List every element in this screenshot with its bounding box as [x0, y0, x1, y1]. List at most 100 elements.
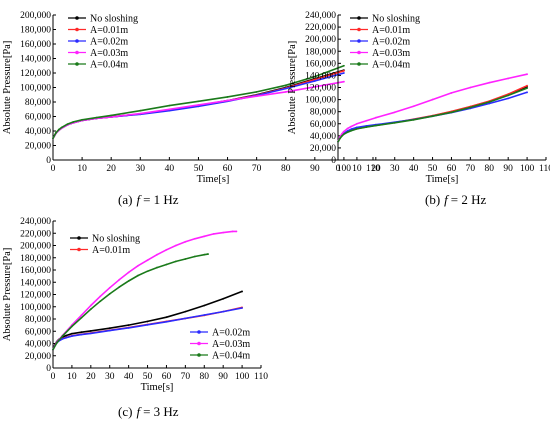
- y-tick-label: 160,000: [20, 266, 51, 276]
- data-point: [231, 230, 234, 233]
- data-point: [374, 116, 377, 119]
- legend-label: A=0.02m: [212, 328, 250, 339]
- caption-letter: (c): [118, 404, 132, 419]
- data-point: [469, 86, 472, 89]
- data-point: [255, 90, 258, 93]
- legend-marker: [197, 353, 201, 357]
- data-point: [110, 115, 113, 118]
- legend-marker: [357, 27, 361, 32]
- x-tick-label: 110: [539, 164, 550, 174]
- data-point: [338, 137, 341, 140]
- legend-label: No sloshing: [90, 14, 138, 25]
- y-tick-label: 100,000: [305, 96, 336, 106]
- data-point: [81, 118, 83, 121]
- caption-letter: (b): [425, 192, 440, 207]
- data-point: [356, 126, 358, 129]
- data-point: [450, 92, 453, 94]
- y-tick-label: 80,000: [25, 98, 51, 108]
- legend-label: No sloshing: [92, 234, 140, 245]
- data-point: [342, 130, 345, 133]
- data-point: [203, 314, 206, 316]
- y-tick-label: 240,000: [20, 217, 51, 227]
- data-point: [65, 336, 68, 339]
- panel-caption: (b) f = 2 Hz: [425, 192, 487, 207]
- data-point: [207, 253, 209, 255]
- x-tick-label: 30: [105, 372, 115, 382]
- data-point: [412, 105, 415, 108]
- x-tick-label: 70: [252, 164, 262, 174]
- data-point: [146, 320, 149, 323]
- series-line-3: [52, 80, 345, 139]
- y-tick-label: 60,000: [25, 327, 51, 337]
- caption-letter: (a): [118, 192, 132, 207]
- y-tick-label: 100,000: [20, 84, 51, 94]
- legend-marker: [357, 62, 361, 66]
- data-point: [343, 69, 345, 72]
- data-point: [241, 307, 243, 309]
- y-tick-label: 180,000: [20, 26, 51, 36]
- x-tick-label: 40: [124, 372, 134, 382]
- data-point: [222, 297, 225, 300]
- legend-marker: [77, 236, 81, 240]
- data-point: [118, 286, 121, 289]
- y-axis-label: Absolute Pressure[Pa]: [2, 41, 13, 135]
- x-tick-label: 40: [165, 164, 175, 174]
- caption-variable: f: [136, 404, 142, 419]
- legend-label: A=0.01m: [372, 25, 410, 36]
- x-tick-label: 0: [336, 164, 341, 174]
- legend-label: A=0.04m: [212, 351, 250, 362]
- y-tick-label: 40,000: [25, 340, 51, 350]
- data-point: [507, 94, 510, 97]
- data-point: [127, 271, 130, 274]
- data-point: [284, 87, 287, 90]
- data-point: [203, 253, 206, 256]
- data-point: [356, 127, 358, 130]
- x-tick-label: 10: [77, 164, 87, 174]
- data-point: [313, 78, 316, 81]
- data-point: [193, 255, 196, 258]
- data-point: [226, 99, 229, 102]
- data-point: [127, 326, 130, 329]
- data-point: [346, 131, 349, 134]
- data-point: [80, 333, 83, 336]
- data-point: [175, 260, 177, 263]
- y-tick-label: 20,000: [310, 144, 336, 154]
- x-tick-label: 20: [86, 372, 96, 382]
- x-tick-label: 100: [235, 372, 250, 382]
- data-point: [146, 259, 149, 262]
- y-tick-label: 40,000: [25, 127, 51, 137]
- data-point: [156, 266, 158, 269]
- x-tick-label: 90: [310, 164, 320, 174]
- data-point: [526, 84, 528, 87]
- data-point: [71, 335, 73, 338]
- legend-marker: [75, 16, 79, 20]
- x-tick-label: 0: [51, 372, 56, 382]
- y-tick-label: 120,000: [305, 84, 336, 94]
- x-tick-label: 80: [281, 164, 291, 174]
- legend-marker: [357, 39, 361, 43]
- data-point: [52, 348, 54, 351]
- data-point: [197, 105, 200, 108]
- data-point: [146, 323, 149, 326]
- data-point: [431, 115, 434, 118]
- data-point: [226, 96, 229, 98]
- chart-panel-1: 0102030405060708090100110020,00040,00060…: [287, 11, 550, 207]
- x-axis-label: Time[s]: [426, 174, 459, 185]
- panel-caption: (c) f = 3 Hz: [118, 404, 179, 419]
- data-point: [71, 332, 73, 335]
- data-point: [99, 300, 102, 303]
- data-point: [146, 270, 149, 273]
- x-tick-label: 60: [162, 372, 172, 382]
- data-point: [284, 90, 287, 93]
- data-point: [89, 330, 92, 332]
- x-tick-label: 0: [51, 164, 56, 174]
- x-tick-label: 30: [390, 164, 400, 174]
- panel-caption: (a) f = 1 Hz: [118, 192, 179, 207]
- y-tick-label: 180,000: [305, 47, 336, 57]
- data-point: [184, 258, 187, 260]
- data-point: [337, 140, 339, 143]
